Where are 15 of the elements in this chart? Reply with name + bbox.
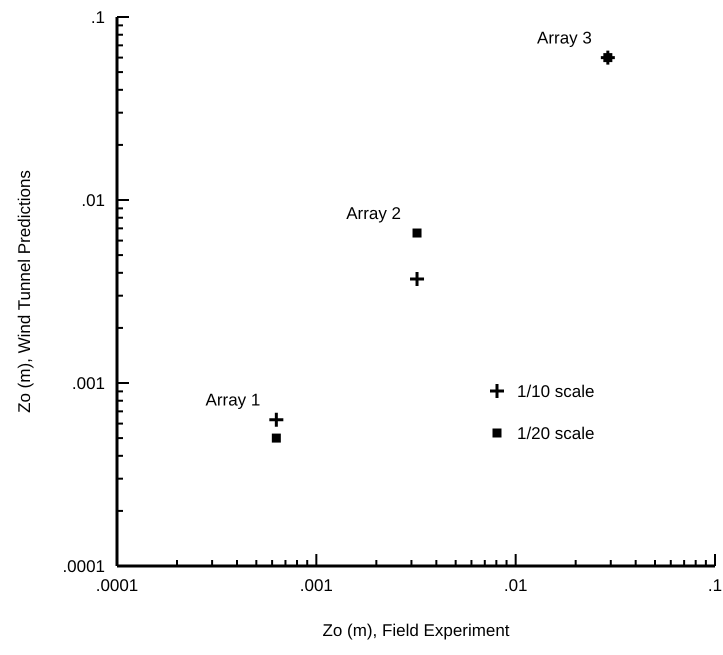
y-tick-label: .001 (72, 374, 105, 393)
y-tick-label: .1 (90, 8, 105, 27)
x-tick-label: .01 (504, 576, 528, 595)
x-axis-title: Zo (m), Field Experiment (322, 621, 510, 640)
annotation: Array 3 (537, 28, 592, 48)
legend-label: 1/20 scale (517, 424, 594, 443)
legend-label: 1/10 scale (517, 382, 594, 401)
x-tick-label: .0001 (96, 576, 138, 595)
y-tick-label: .01 (81, 191, 105, 210)
annotation: Array 2 (346, 204, 402, 224)
annotation: Array 1 (206, 390, 260, 410)
x-tick-label: .1 (708, 576, 722, 595)
y-axis-title: Zo (m), Wind Tunnel Predictions (15, 170, 34, 413)
y-tick-label: .0001 (62, 557, 105, 576)
x-tick-label: .001 (300, 576, 333, 595)
